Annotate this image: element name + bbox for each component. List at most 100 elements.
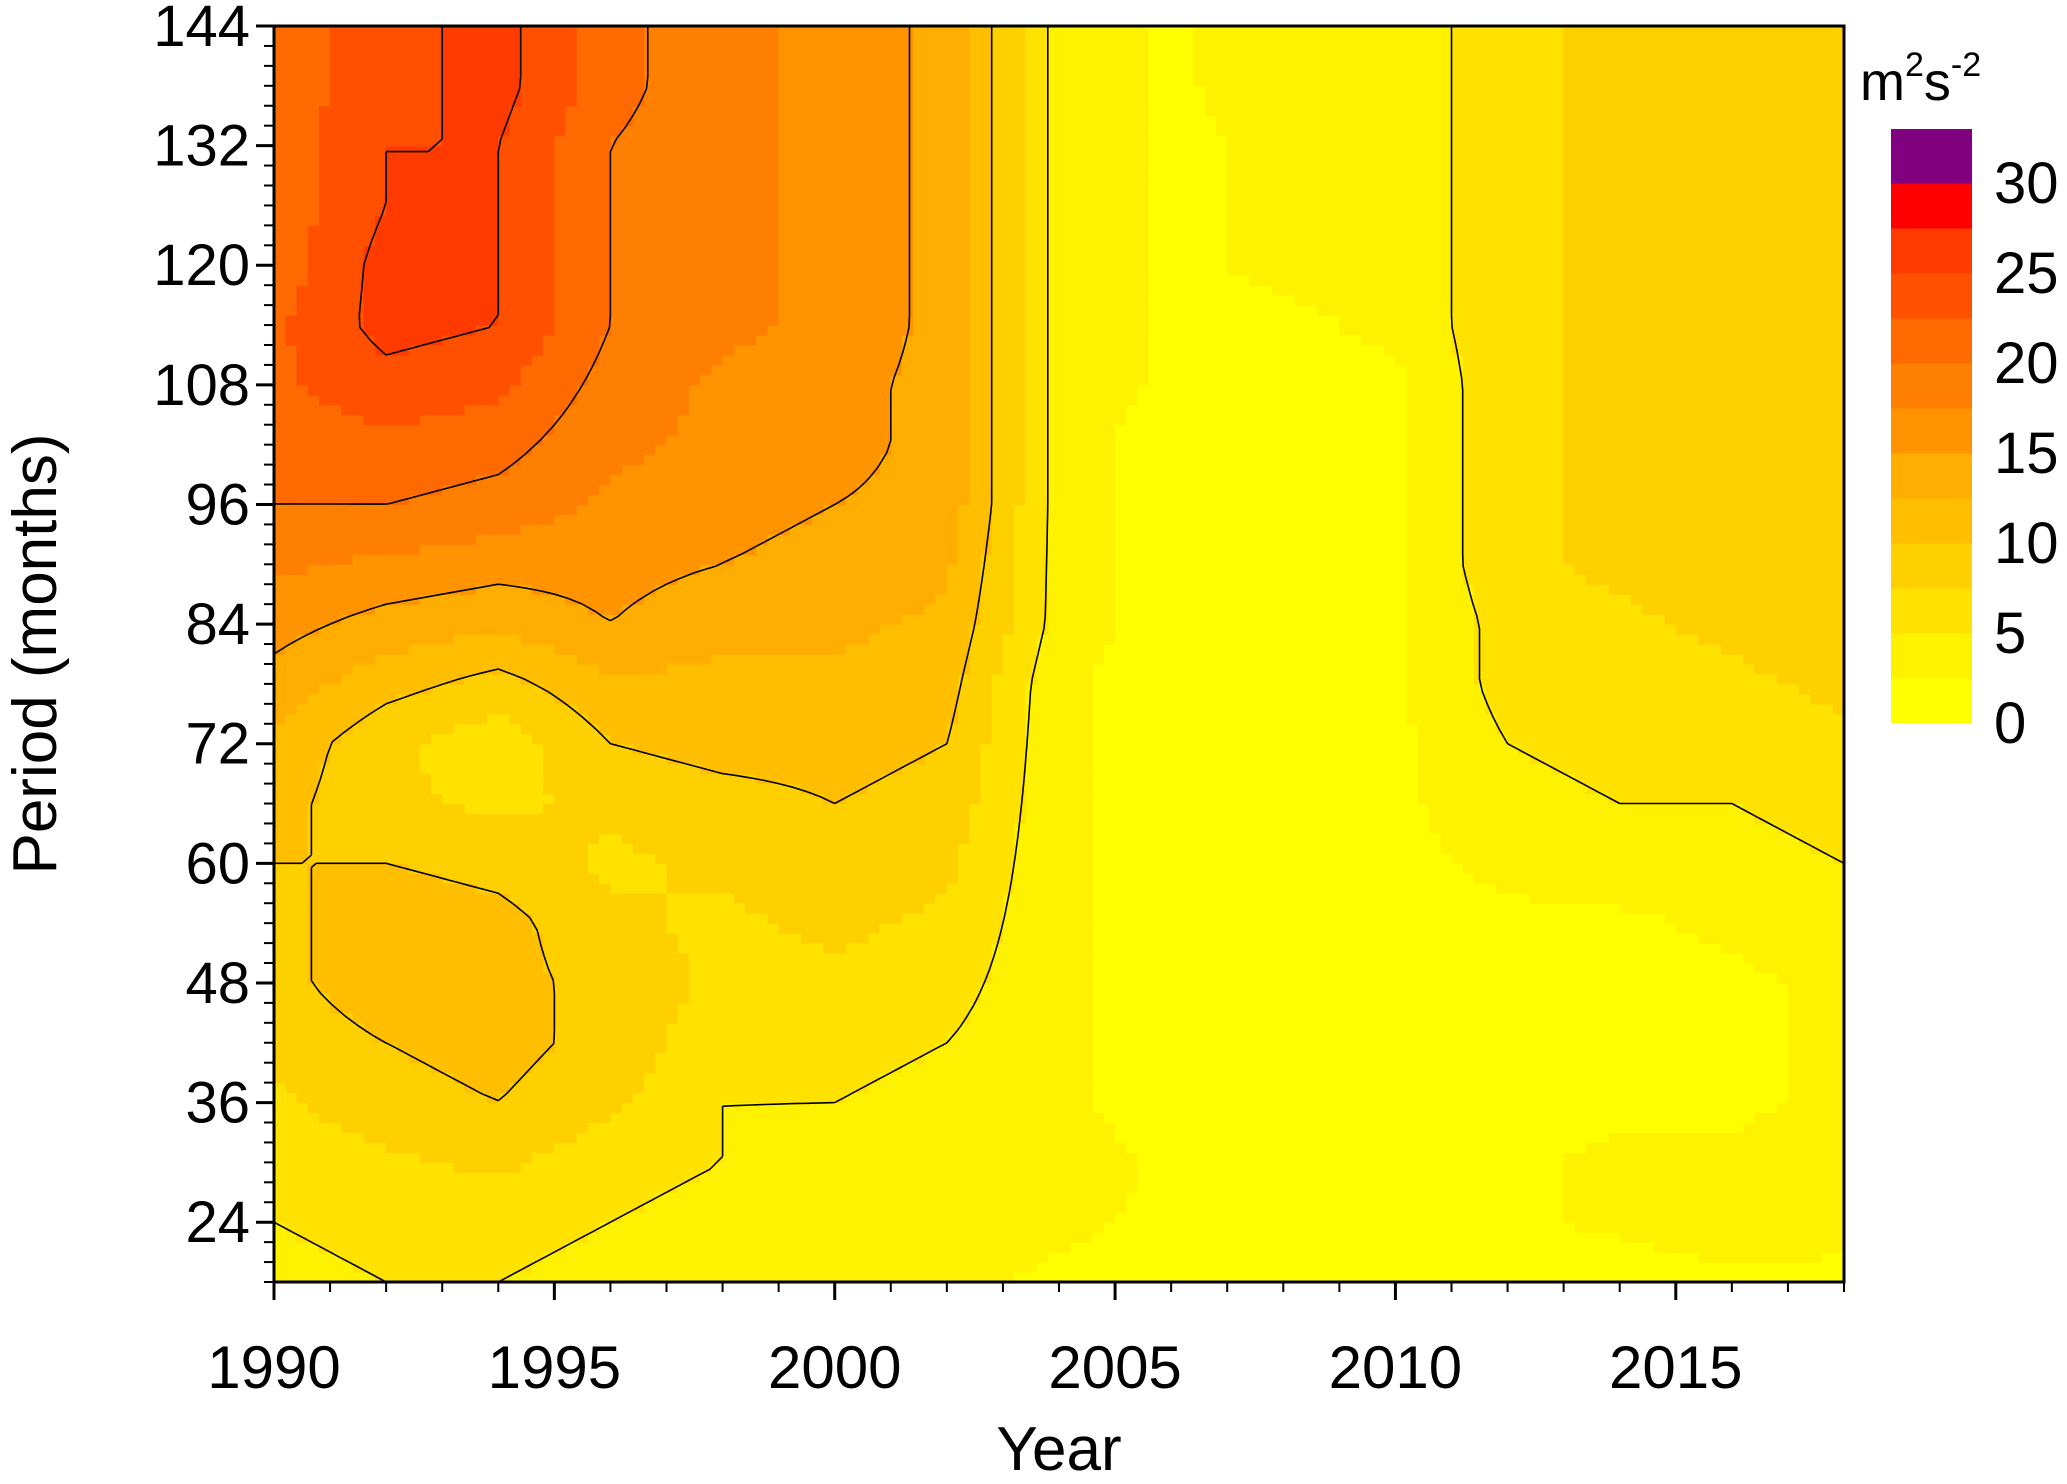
heatmap-cell xyxy=(890,1032,903,1044)
heatmap-cell xyxy=(1406,1242,1419,1253)
heatmap-cell xyxy=(812,1242,825,1253)
heatmap-cell xyxy=(812,1062,825,1074)
heatmap-cell xyxy=(902,953,914,964)
heatmap-cell xyxy=(890,992,903,1004)
heatmap-cell xyxy=(1126,1182,1139,1193)
heatmap-cell xyxy=(1316,1142,1329,1154)
heatmap-cell xyxy=(1070,972,1083,984)
heatmap-cell xyxy=(363,1012,376,1024)
heatmap-cell xyxy=(924,1262,937,1273)
heatmap-cell xyxy=(1103,1232,1116,1243)
heatmap-cell xyxy=(453,992,466,1004)
heatmap-cell xyxy=(386,982,398,994)
heatmap-cell xyxy=(991,1042,1004,1054)
heatmap-cell xyxy=(464,1042,477,1054)
heatmap-cell xyxy=(498,1222,511,1233)
heatmap-cell xyxy=(498,1042,511,1054)
heatmap-cell xyxy=(1182,1042,1195,1054)
heatmap-cell xyxy=(1249,1102,1262,1114)
heatmap-cell xyxy=(1014,1232,1026,1243)
heatmap-cell xyxy=(1597,1102,1610,1114)
heatmap-cell xyxy=(1496,1202,1509,1213)
heatmap-cell xyxy=(599,1222,612,1233)
heatmap-cell xyxy=(644,1172,656,1183)
heatmap-cell xyxy=(1159,992,1172,1004)
heatmap-cell xyxy=(969,943,982,954)
heatmap-cell xyxy=(330,1212,342,1223)
heatmap-cell xyxy=(531,1072,544,1084)
heatmap-cell xyxy=(1227,1202,1240,1213)
heatmap-cell xyxy=(655,1072,668,1084)
heatmap-cell xyxy=(1473,1262,1486,1273)
heatmap-cell xyxy=(711,1042,724,1054)
heatmap-cell xyxy=(1204,1192,1217,1203)
heatmap-cell xyxy=(1451,1132,1464,1144)
heatmap-cell xyxy=(1754,1092,1767,1104)
heatmap-cell xyxy=(520,933,533,944)
heatmap-cell xyxy=(688,1152,701,1163)
heatmap-cell xyxy=(991,1152,1004,1163)
heatmap-cell xyxy=(453,1132,466,1144)
heatmap-cell xyxy=(1787,1152,1800,1163)
heatmap-cell xyxy=(1619,1032,1632,1044)
heatmap-cell xyxy=(1462,1102,1475,1114)
heatmap-cell xyxy=(431,963,443,974)
heatmap-cell xyxy=(274,1022,286,1034)
heatmap-cell xyxy=(554,1142,567,1154)
heatmap-cell xyxy=(1025,1192,1038,1203)
heatmap-cell xyxy=(1530,1112,1542,1124)
heatmap-cell xyxy=(520,1222,533,1233)
heatmap-cell xyxy=(1103,972,1116,984)
heatmap-cell xyxy=(1373,1192,1385,1203)
heatmap-cell xyxy=(531,943,544,954)
heatmap-cell xyxy=(946,972,959,984)
heatmap-cell xyxy=(935,933,948,944)
heatmap-cell xyxy=(576,992,589,1004)
heatmap-cell xyxy=(1182,982,1195,994)
heatmap-cell xyxy=(1552,1092,1565,1104)
heatmap-cell xyxy=(1193,1112,1206,1124)
heatmap-cell xyxy=(1642,1022,1654,1034)
heatmap-cell xyxy=(610,1032,623,1044)
heatmap-cell xyxy=(1675,1052,1688,1064)
heatmap-cell xyxy=(1126,1052,1139,1064)
heatmap-cell xyxy=(845,1052,858,1064)
heatmap-cell xyxy=(946,1122,959,1134)
heatmap-cell xyxy=(1294,1082,1307,1094)
heatmap-cell xyxy=(1642,1192,1654,1203)
heatmap-cell xyxy=(1574,1012,1587,1024)
heatmap-cell xyxy=(453,1152,466,1163)
heatmap-cell xyxy=(1047,1162,1060,1173)
heatmap-cell xyxy=(1137,1102,1150,1114)
heatmap-cell xyxy=(1316,1032,1329,1044)
heatmap-cell xyxy=(700,1032,712,1044)
heatmap-cell xyxy=(442,963,455,974)
heatmap-cell xyxy=(1350,1122,1363,1134)
heatmap-cell xyxy=(431,1202,443,1213)
heatmap-cell xyxy=(543,1032,555,1044)
heatmap-cell xyxy=(509,1252,522,1263)
heatmap-cell xyxy=(1036,1132,1049,1144)
heatmap-cell xyxy=(767,1232,780,1243)
heatmap-cell xyxy=(1126,1122,1139,1134)
heatmap-cell xyxy=(801,1272,813,1282)
heatmap-cell xyxy=(621,1162,634,1173)
heatmap-cell xyxy=(1765,1162,1778,1173)
heatmap-cell xyxy=(1395,1082,1408,1094)
heatmap-cell xyxy=(1406,1222,1419,1233)
heatmap-cell xyxy=(576,1192,589,1203)
heatmap-cell xyxy=(1720,1262,1733,1273)
heatmap-cell xyxy=(1664,1042,1677,1054)
heatmap-cell xyxy=(1025,1002,1038,1014)
heatmap-cell xyxy=(946,1102,959,1114)
heatmap-cell xyxy=(1294,1162,1307,1173)
heatmap-cell xyxy=(1373,1142,1385,1154)
heatmap-cell xyxy=(1552,1112,1565,1124)
heatmap-cell xyxy=(879,1102,892,1114)
heatmap-cell xyxy=(1429,943,1441,954)
heatmap-cell xyxy=(1518,1002,1531,1014)
heatmap-cell xyxy=(1395,1252,1408,1263)
heatmap-cell xyxy=(1036,972,1049,984)
heatmap-cell xyxy=(318,963,331,974)
